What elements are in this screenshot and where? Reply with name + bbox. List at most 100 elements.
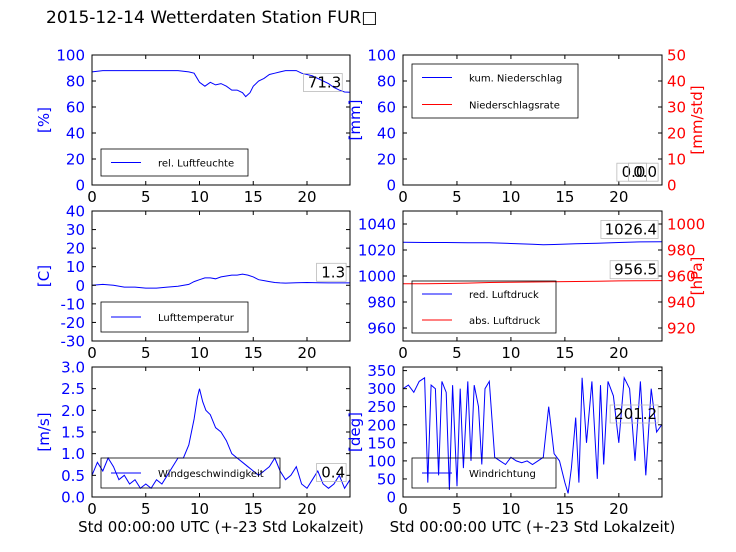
legend-pressure: red. Luftdruck abs. Luftdruck: [411, 280, 557, 334]
y-tick-label: 1.0: [61, 445, 85, 463]
y-tick-label: 40: [66, 203, 85, 221]
panel-windspeed: 0 5 10 15 20 0.0 0.5 1.0 1.5 2.0 2.5 3.0 [m/s] Std 00…: [35, 359, 364, 537]
value-annotation: 1026.4: [605, 220, 658, 238]
y-tick-label: 980: [367, 294, 396, 312]
x-tick-label: 0: [398, 500, 408, 518]
x-tick-label: 20: [297, 344, 316, 362]
annotation-box: [316, 463, 347, 482]
y-tick-label: 0: [75, 277, 85, 295]
x-tick-label: 10: [501, 188, 520, 206]
plot-frame: [402, 54, 663, 186]
y-tick-label: 0.5: [61, 467, 85, 485]
legend-box: [100, 301, 249, 333]
x-tick-label: 20: [609, 344, 628, 362]
x-axis-label: Std 00:00:00 UTC (+-23 Std Lokalzeit): [78, 518, 364, 536]
x-tick-label: 15: [555, 188, 574, 206]
legend-entry: Windrichtung: [469, 469, 536, 480]
x-tick-label: 10: [190, 188, 209, 206]
annotation-box: [316, 262, 347, 282]
y-tick-label: 2.5: [61, 380, 85, 398]
x-tick-label: 10: [190, 344, 209, 362]
x-tick-label: 5: [141, 344, 151, 362]
y-tick-label: 0.0: [61, 489, 85, 507]
y-tick-label: 350: [367, 362, 396, 380]
plot-frame: [91, 54, 351, 186]
x-tick-label: 10: [190, 500, 209, 518]
y-tick-label: 60: [377, 99, 396, 117]
y-tick-label: -10: [61, 295, 86, 313]
y-tick-label: 1.5: [61, 424, 85, 442]
x-axis-label: Std 00:00:00 UTC (+-23 Std Lokalzeit): [390, 518, 676, 536]
series-line-winddir-0: [403, 375, 662, 494]
legend-box: [411, 457, 557, 489]
series-line-humidity-0: [92, 70, 350, 98]
annotation-box: [303, 73, 343, 92]
y-tick-label-right: 10: [667, 151, 686, 169]
y-tick-label: 10: [66, 258, 85, 276]
legend-winddir: Windrichtung: [411, 457, 557, 489]
page-title: 2015-12-14 Wetterdaten Station FUR□: [46, 8, 378, 28]
y-tick-label: 20: [377, 151, 396, 169]
x-tick-label: 10: [501, 344, 520, 362]
legend-box: [411, 63, 579, 119]
x-tick-label: 5: [452, 500, 462, 518]
legend-box: [100, 457, 281, 489]
y-tick-label-right: 0: [667, 177, 677, 195]
y-axis-label: [mm]: [346, 100, 364, 141]
value-annotation: 956.5: [614, 261, 657, 279]
legend-temperature: Lufttemperatur: [100, 301, 249, 333]
y-tick-label: 1000: [358, 268, 396, 286]
y-tick-label-right: 40: [667, 73, 686, 91]
y-tick-label: 20: [66, 240, 85, 258]
legend-box: [100, 148, 249, 177]
x-tick-label: 0: [398, 188, 408, 206]
legend-entry: Lufttemperatur: [158, 313, 235, 324]
x-tick-label: 15: [244, 500, 263, 518]
y-axis-label: [deg]: [346, 412, 364, 452]
x-tick-label: 5: [141, 188, 151, 206]
y-axis-label: [%]: [35, 107, 53, 133]
value-annotation: 0.4: [321, 464, 345, 482]
legend-entry: rel. Luftfeuchte: [158, 159, 234, 170]
x-tick-label: 20: [609, 188, 628, 206]
y-tick-label: 100: [367, 47, 396, 65]
x-tick-label: 15: [555, 500, 574, 518]
legend-entry: Niederschlagsrate: [469, 101, 560, 112]
x-tick-label: 0: [87, 188, 97, 206]
annotation-box: [609, 260, 659, 280]
y-tick-label: 0: [386, 489, 396, 507]
legend-box: [411, 280, 557, 334]
y-tick-label-right: 920: [667, 320, 696, 338]
series-line-pressure-0: [403, 241, 662, 246]
y-tick-label: 2.0: [61, 402, 85, 420]
y-tick-label-right: 960: [667, 268, 696, 286]
value-annotation: 201.2: [614, 405, 657, 423]
y-tick-label: 1020: [358, 242, 396, 260]
y-tick-label: 80: [66, 73, 85, 91]
y-tick-label: -20: [61, 314, 86, 332]
value-annotation: 0.0: [633, 163, 657, 181]
legend-entry: kum. Niederschlag: [469, 74, 562, 85]
series-line-windspeed-0: [92, 388, 350, 490]
y-tick-label: 100: [56, 47, 85, 65]
y-tick-label-right: 980: [667, 242, 696, 260]
y-tick-label: 80: [377, 73, 396, 91]
legend-precip: kum. Niederschlag Niederschlagsrate: [411, 63, 579, 119]
annotation-box: [600, 219, 659, 239]
y-axis-label: [C]: [35, 265, 53, 287]
panel-precip: 0 5 10 15 20 0 20 40 60 80 100 0 10 20 30 40 50 [mm] [mm/s…: [346, 47, 706, 207]
y-tick-label-right: 50: [667, 47, 686, 65]
y-tick-label: 960: [367, 320, 396, 338]
value-annotation: 71.3: [308, 74, 341, 92]
y-tick-label: 3.0: [61, 359, 85, 377]
legend-windspeed: Windgeschwindigkeit: [100, 457, 281, 489]
x-tick-label: 0: [87, 344, 97, 362]
y-tick-label: 0: [75, 177, 85, 195]
value-annotation: 1.3: [321, 263, 345, 281]
plot-frame: [91, 210, 351, 342]
y-tick-label-right: 1000: [667, 216, 705, 234]
y-axis-label-right: [mm/std]: [688, 85, 706, 154]
